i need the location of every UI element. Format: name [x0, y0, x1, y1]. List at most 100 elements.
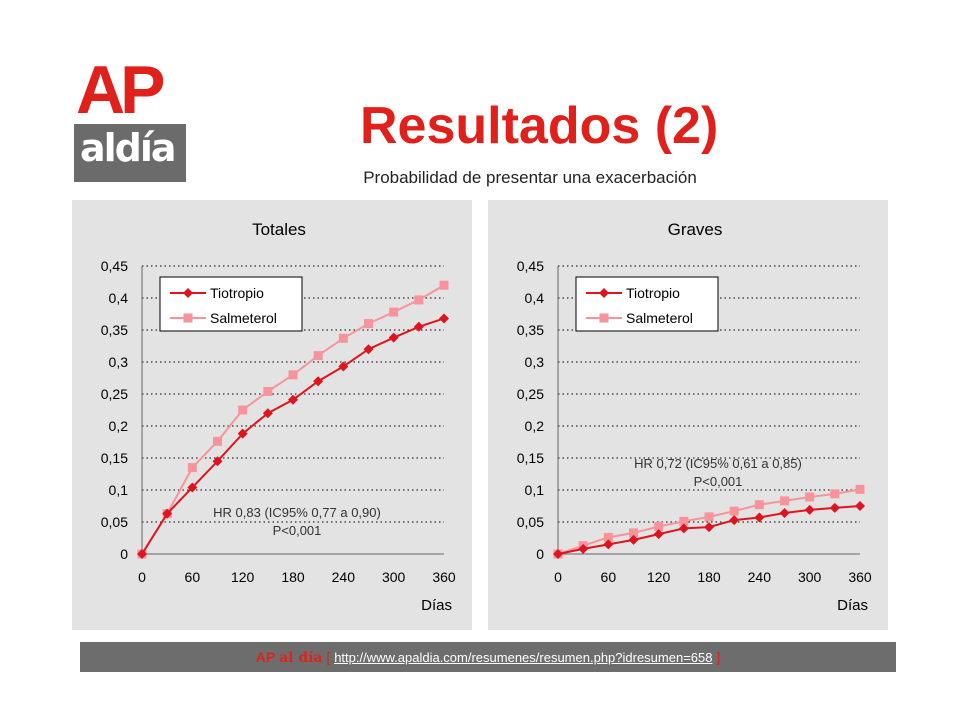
data-point-salmeterol	[654, 521, 664, 531]
legend-label: Salmeterol	[210, 310, 277, 326]
data-point-tiotropio	[653, 529, 664, 540]
data-point-tiotropio	[678, 523, 689, 534]
y-tick-label: 0,2	[525, 418, 545, 434]
data-point-salmeterol	[288, 370, 298, 380]
x-tick-label: 180	[281, 569, 305, 585]
data-point-tiotropio	[162, 508, 173, 519]
x-tick-label: 300	[798, 569, 822, 585]
data-point-salmeterol	[313, 351, 323, 361]
chart-panel-graves: Graves 0 0,05 0,1 0,15 0,2 0,25 0,3 0,35 0,4 0,45 0…	[488, 200, 888, 630]
x-tick-label: 360	[432, 569, 456, 585]
data-point-salmeterol	[754, 500, 764, 510]
legend-marker	[183, 313, 193, 323]
x-axis-label: Días	[837, 597, 868, 614]
data-point-salmeterol	[729, 506, 739, 516]
annotation-p-value: P<0,001	[273, 523, 322, 538]
logo-aldia-box: aldía	[74, 124, 186, 182]
legend-label: Salmeterol	[626, 310, 693, 326]
data-point-salmeterol	[855, 484, 865, 494]
data-point-salmeterol	[603, 532, 613, 542]
data-point-tiotropio	[704, 522, 714, 533]
page-subtitle: Probabilidad de presentar una exacerbaci…	[363, 168, 697, 187]
x-tick-label: 300	[382, 569, 406, 585]
data-point-tiotropio	[439, 313, 449, 324]
x-axis-label: Días	[421, 597, 452, 614]
legend-marker	[599, 288, 609, 298]
data-point-tiotropio	[137, 549, 147, 559]
x-tick-label: 120	[231, 569, 255, 585]
y-tick-label: 0,1	[109, 482, 129, 498]
y-tick-label: 0,05	[517, 514, 544, 530]
y-tick-label: 0,3	[109, 354, 129, 370]
page-title: Resultados (2)	[360, 97, 719, 155]
data-point-salmeterol	[238, 405, 248, 415]
data-point-salmeterol	[263, 386, 273, 396]
data-point-tiotropio	[237, 428, 248, 439]
data-point-salmeterol	[364, 319, 373, 329]
y-tick-label: 0,45	[101, 258, 128, 274]
y-tick-label: 0	[120, 546, 128, 562]
x-tick-label: 240	[748, 569, 772, 585]
y-tick-label: 0,45	[517, 258, 544, 274]
data-point-tiotropio	[363, 344, 374, 355]
data-point-tiotropio	[779, 508, 790, 519]
apaldia-logo: AP aldía	[74, 56, 186, 182]
annotation-hr: HR 0,83 (IC95% 0,77 a 0,90)	[213, 505, 381, 520]
chart-legend: Tiotropio Salmeterol	[575, 276, 719, 332]
chart-title: Graves	[668, 220, 723, 239]
data-point-salmeterol	[389, 307, 399, 317]
x-tick-label: 60	[185, 569, 201, 585]
y-tick-label: 0,25	[101, 386, 128, 402]
footer-bar: AP al día [ http://www.apaldia.com/resum…	[80, 642, 896, 672]
data-point-salmeterol	[414, 295, 424, 305]
y-tick-label: 0,05	[101, 514, 128, 530]
chart-legend: Tiotropio Salmeterol	[159, 276, 303, 332]
data-point-salmeterol	[213, 436, 222, 446]
legend-marker	[183, 288, 193, 298]
data-point-salmeterol	[629, 528, 638, 538]
footer-bracket-close: ]	[716, 649, 721, 665]
data-point-salmeterol	[439, 280, 449, 290]
data-point-tiotropio	[628, 534, 639, 545]
y-tick-label: 0,2	[109, 418, 129, 434]
y-tick-label: 0,35	[101, 322, 128, 338]
logo-ap-text: AP	[76, 52, 165, 128]
data-point-salmeterol	[679, 516, 689, 526]
data-point-tiotropio	[553, 549, 563, 559]
data-point-salmeterol	[338, 333, 348, 343]
data-point-salmeterol	[830, 489, 840, 499]
data-point-tiotropio	[729, 515, 740, 526]
data-point-tiotropio	[855, 501, 865, 511]
x-tick-label: 180	[697, 569, 721, 585]
data-point-salmeterol	[780, 496, 789, 506]
y-tick-label: 0,4	[525, 290, 545, 306]
data-point-salmeterol	[805, 492, 815, 502]
x-tick-label: 0	[138, 569, 146, 585]
legend-label: Tiotropio	[210, 285, 264, 301]
footer-url-link[interactable]: http://www.apaldia.com/resumenes/resumen…	[334, 650, 713, 665]
data-point-tiotropio	[829, 502, 840, 513]
y-tick-label: 0,25	[517, 386, 544, 402]
data-point-tiotropio	[413, 321, 424, 332]
data-point-tiotropio	[313, 376, 324, 387]
data-point-tiotropio	[603, 539, 614, 550]
data-point-tiotropio	[288, 394, 298, 405]
data-point-salmeterol	[704, 512, 714, 522]
data-point-tiotropio	[754, 512, 765, 523]
logo-aldia-text: aldía	[80, 126, 177, 170]
chart-title: Totales	[252, 220, 306, 239]
x-tick-label: 360	[848, 569, 872, 585]
data-point-tiotropio	[212, 456, 223, 467]
y-tick-label: 0,35	[517, 322, 544, 338]
x-tick-label: 60	[601, 569, 617, 585]
data-point-tiotropio	[578, 543, 589, 554]
annotation-p-value: P<0,001	[694, 474, 743, 489]
chart-graves: Graves 0 0,05 0,1 0,15 0,2 0,25 0,3 0,35 0,4 0,45 0…	[517, 220, 872, 614]
footer-brand-ap: AP	[255, 649, 276, 665]
legend-label: Tiotropio	[626, 285, 680, 301]
data-point-tiotropio	[187, 482, 198, 493]
y-tick-label: 0,15	[101, 450, 128, 466]
chart-totales: Totales 0 0,05 0,1 0,15 0,2 0,25 0,3 0,35 0,4 0,45…	[101, 220, 456, 614]
annotation-hr: HR 0,72 (IC95% 0,61 a 0,85)	[634, 456, 802, 471]
y-tick-label: 0,1	[525, 482, 545, 498]
